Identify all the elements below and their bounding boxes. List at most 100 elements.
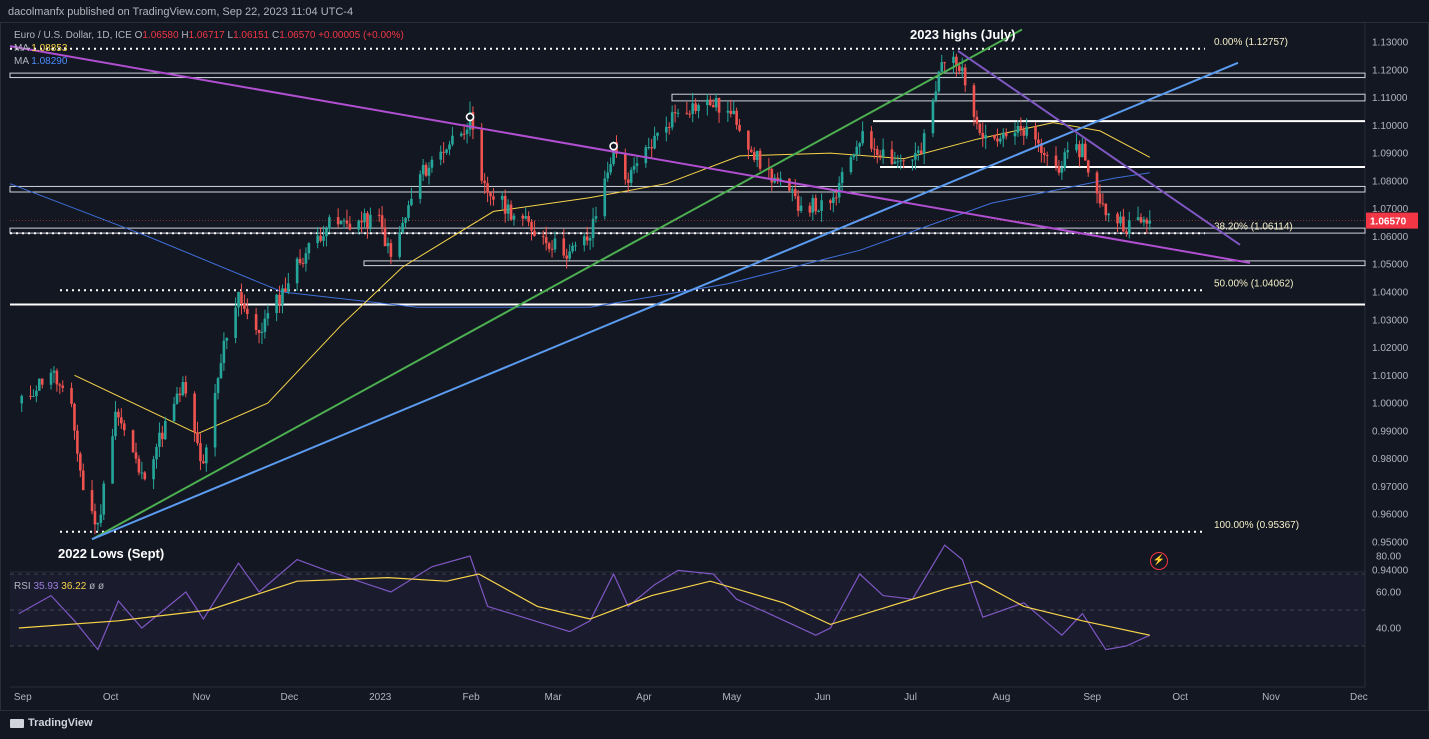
candle-body — [465, 129, 469, 134]
candle-body — [486, 183, 489, 193]
candle-body — [943, 62, 946, 64]
candle-body — [955, 56, 958, 66]
candle-body — [222, 340, 226, 364]
lightning-icon[interactable]: ⚡ — [1150, 552, 1168, 570]
candles-group — [20, 51, 1152, 535]
rsi-ma-value: 36.22 — [61, 581, 87, 592]
y-tick-label: 1.02000 — [1372, 343, 1409, 354]
candle-body — [503, 195, 507, 214]
candle-body — [685, 112, 689, 114]
candle-body — [360, 220, 363, 223]
candle-body — [325, 228, 328, 237]
fib-label: 50.00% (1.04062) — [1214, 278, 1294, 289]
candle-body — [213, 393, 217, 448]
candle-body — [55, 370, 59, 385]
ma200-line — [9, 172, 1150, 308]
candle-body — [1116, 213, 1119, 224]
candle-body — [993, 135, 996, 139]
candle-body — [878, 155, 882, 157]
candle-body — [254, 314, 258, 331]
candle-body — [1019, 125, 1023, 130]
candle-body — [70, 387, 73, 404]
symbol-legend: Euro / U.S. Dollar, 1D, ICE O1.06580 H1.… — [14, 30, 404, 41]
candle-body — [524, 216, 527, 219]
x-tick-label: Dec — [1350, 692, 1368, 703]
candle-body — [717, 97, 721, 113]
candle-body — [749, 149, 753, 152]
candle-body — [99, 514, 103, 523]
candle-body — [500, 195, 504, 200]
candle-body — [870, 131, 873, 149]
candle-body — [940, 62, 944, 72]
y-tick-label: 0.95000 — [1372, 538, 1409, 549]
candle-body — [1078, 144, 1081, 158]
candle-body — [793, 189, 797, 197]
candle-body — [817, 210, 820, 212]
candle-body — [609, 164, 612, 173]
candle-body — [369, 214, 372, 228]
candle-body — [424, 164, 428, 176]
candle-body — [984, 135, 987, 139]
candle-body — [796, 196, 800, 211]
candle-body — [606, 172, 610, 179]
candle-body — [582, 236, 586, 246]
candle-body — [1081, 143, 1084, 158]
candle-body — [348, 223, 352, 230]
footer-brand[interactable]: TradingView — [10, 717, 93, 729]
candle-body — [216, 378, 220, 394]
candle-body — [1063, 152, 1067, 168]
last-price-label: 1.06570 — [1370, 217, 1407, 228]
candle-body — [881, 149, 885, 157]
candle-body — [820, 200, 823, 211]
fib-label: 0.00% (1.12757) — [1214, 37, 1288, 48]
candle-body — [591, 218, 595, 239]
candle-body — [178, 393, 182, 396]
candle-body — [181, 382, 185, 396]
x-tick-label: Apr — [636, 692, 652, 703]
candle-body — [96, 522, 100, 525]
candle-body — [694, 103, 697, 112]
candle-body — [688, 113, 692, 115]
candle-body — [1095, 172, 1099, 194]
candle-body — [161, 432, 164, 440]
candle-body — [544, 237, 548, 244]
candle-body — [890, 149, 894, 164]
candle-body — [1145, 219, 1149, 224]
y-tick-label: 0.94000 — [1372, 565, 1409, 576]
close-value: 1.06570 — [279, 30, 316, 41]
candle-body — [603, 178, 607, 217]
candle-body — [527, 216, 530, 222]
x-tick-label: Aug — [993, 692, 1011, 703]
candle-body — [650, 147, 653, 149]
candle-body — [61, 385, 65, 388]
candle-body — [357, 220, 360, 230]
candle-body — [184, 382, 188, 394]
candle-body — [729, 110, 733, 114]
x-tick-label: Jul — [904, 692, 917, 703]
candle-body — [1119, 216, 1122, 224]
candle-body — [834, 197, 838, 199]
candle-body — [172, 403, 176, 422]
y-tick-label: 1.13000 — [1372, 38, 1409, 49]
candle-body — [624, 153, 627, 180]
candle-body — [140, 472, 144, 474]
y-tick-label: 1.01000 — [1372, 371, 1409, 382]
candle-body — [1101, 203, 1105, 205]
y-tick-label: 0.97000 — [1372, 482, 1409, 493]
candle-body — [691, 103, 694, 114]
candle-body — [404, 217, 407, 223]
candle-body — [29, 395, 32, 397]
close-label: C — [272, 30, 280, 41]
candle-body — [120, 417, 123, 424]
candle-body — [1042, 152, 1046, 156]
candle-body — [131, 430, 135, 453]
candle-body — [1148, 220, 1152, 224]
x-tick-label: May — [722, 692, 741, 703]
x-tick-label: Oct — [1172, 692, 1188, 703]
candle-body — [708, 99, 712, 106]
candle-body — [779, 178, 782, 181]
candle-body — [155, 446, 158, 460]
candle-body — [931, 99, 935, 134]
candle-body — [550, 248, 554, 250]
